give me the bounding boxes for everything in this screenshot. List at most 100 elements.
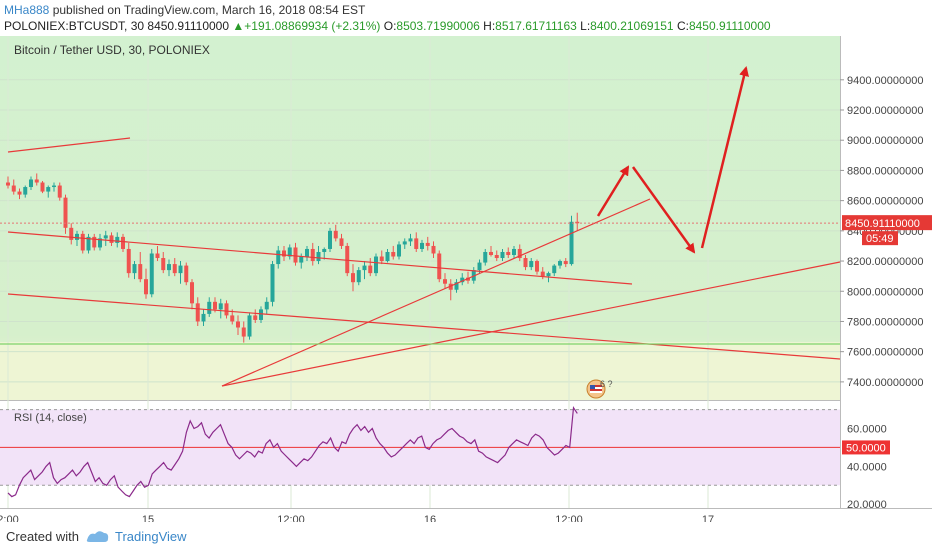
close-value: 8450.91110000 xyxy=(688,19,771,33)
candle xyxy=(569,215,574,266)
candle xyxy=(253,309,258,323)
candle-body xyxy=(213,301,217,310)
price-pane-background xyxy=(0,36,840,400)
candle-body xyxy=(52,185,56,188)
candle xyxy=(241,321,246,343)
candle-body xyxy=(379,256,384,262)
candle-body xyxy=(149,253,154,295)
candle-body xyxy=(397,244,401,257)
candle xyxy=(506,247,511,259)
candle-body xyxy=(356,270,361,283)
candle-body xyxy=(328,230,332,249)
change-arrow-icon: ▲ xyxy=(232,19,245,33)
candle-body xyxy=(236,321,240,328)
price-tick-label: 7800.00000000 xyxy=(847,316,923,328)
candle xyxy=(374,253,378,277)
candle xyxy=(276,245,281,269)
candle xyxy=(161,251,166,274)
candle xyxy=(437,250,442,283)
candle-body xyxy=(11,185,16,192)
rsi-tick-label: 20.0000 xyxy=(847,499,887,511)
candle-body xyxy=(374,256,378,274)
candle xyxy=(425,236,430,251)
candle-body xyxy=(138,264,143,280)
candle xyxy=(138,251,143,283)
candle xyxy=(402,238,407,249)
candle xyxy=(109,232,114,246)
candle xyxy=(287,244,292,260)
us-flag-icon[interactable] xyxy=(586,379,606,399)
projection-arrow-down xyxy=(631,166,696,254)
candle-body xyxy=(391,251,396,257)
candle-body xyxy=(46,187,51,192)
time-tick-label: 15 xyxy=(142,514,154,522)
candle xyxy=(155,245,160,262)
candle-body xyxy=(207,301,212,314)
candle-body xyxy=(437,253,442,280)
rsi-tick-label: 40.0000 xyxy=(847,461,887,473)
candle-body xyxy=(178,265,183,274)
candle xyxy=(529,258,534,271)
rising-wedge-line xyxy=(221,198,651,387)
candle xyxy=(362,261,367,280)
author-link[interactable]: MHa888 xyxy=(4,3,50,17)
candle-body xyxy=(546,273,551,277)
candle-body xyxy=(345,245,350,274)
candle-body xyxy=(29,179,33,188)
candle xyxy=(270,261,275,307)
time-axis: 2:00 15 12:00 16 12:00 17 xyxy=(0,514,714,522)
price-tick-label: 8800.00000000 xyxy=(847,165,923,177)
candle-body xyxy=(333,230,338,239)
candle xyxy=(75,230,79,246)
candle-body xyxy=(23,187,28,195)
change-text: +191.08869934 (+2.31%) xyxy=(244,19,381,33)
candle xyxy=(414,232,419,252)
candle xyxy=(17,188,22,200)
candle xyxy=(172,258,177,277)
candle xyxy=(195,297,200,326)
ohlc-line: POLONIEX:BTCUSDT, 30 8450.91110000 ▲+191… xyxy=(4,19,771,33)
candle xyxy=(368,258,373,277)
candle xyxy=(517,244,522,262)
candle-body xyxy=(224,303,229,316)
price-chart[interactable]: 7400.00000000 7600.00000000 7800.00000000 8… xyxy=(0,36,932,522)
price-tick-label: 9400.00000000 xyxy=(847,75,923,87)
last-price-marker: 8450.91110000 05:49 xyxy=(842,215,932,246)
candle-body xyxy=(132,264,137,274)
candle xyxy=(201,309,206,326)
candle xyxy=(184,262,189,286)
projection-arrow-up-1 xyxy=(596,165,630,217)
candle xyxy=(52,182,56,192)
price-tick-label: 8600.00000000 xyxy=(847,196,923,208)
support-line xyxy=(221,261,841,387)
candle-body xyxy=(92,236,97,248)
rsi-mid-badge xyxy=(842,440,890,455)
price-pane-lower-zone xyxy=(0,342,840,400)
candle-body xyxy=(75,233,79,240)
candle xyxy=(322,247,327,260)
open-value: 8503.71990006 xyxy=(396,19,480,33)
candle-body xyxy=(69,227,74,240)
candle xyxy=(345,242,350,277)
candle-body xyxy=(431,245,436,254)
candle xyxy=(40,180,45,194)
tradingview-link[interactable]: TradingView xyxy=(115,529,187,544)
candle-body xyxy=(270,264,275,302)
close-label: C: xyxy=(676,19,689,33)
symbol-label: POLONIEX:BTCUSDT, 30 xyxy=(4,19,145,33)
candle xyxy=(448,279,453,301)
candle-body xyxy=(276,250,281,265)
footer: Created with TradingView xyxy=(0,522,932,550)
candle xyxy=(282,245,286,262)
time-tick-label: 17 xyxy=(702,514,714,522)
candle xyxy=(316,245,321,265)
candle-body xyxy=(86,236,91,251)
price-axis-panel xyxy=(840,36,932,508)
candle-body xyxy=(575,221,580,224)
candle-body xyxy=(172,264,177,274)
candle-body xyxy=(512,248,516,256)
candle-body xyxy=(425,242,430,246)
rsi-tick-label: 60.0000 xyxy=(847,424,887,436)
candle-body xyxy=(316,251,321,262)
lower-channel-line xyxy=(7,293,841,360)
